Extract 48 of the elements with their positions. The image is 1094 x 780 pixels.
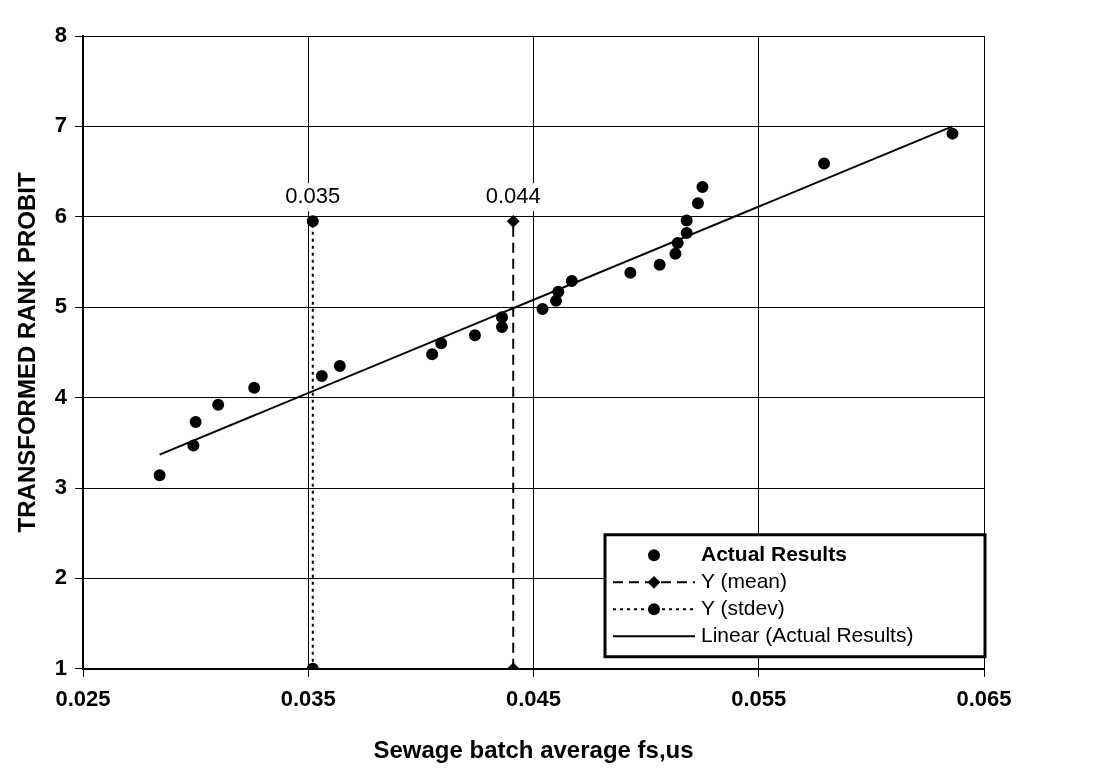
y-tick-label: 4	[54, 383, 68, 409]
point	[248, 381, 261, 394]
x-tick-label: 0.035	[280, 686, 336, 712]
point	[189, 416, 202, 429]
legend-label: Y (stdev)	[701, 596, 785, 620]
x-tick-label: 0.065	[956, 686, 1012, 712]
point	[187, 439, 200, 452]
point	[669, 247, 682, 260]
point	[306, 215, 319, 228]
point	[680, 214, 693, 227]
y-tick-label: 1	[54, 654, 68, 680]
y-tick-label: 7	[54, 112, 68, 138]
point	[495, 321, 508, 334]
point	[315, 369, 328, 382]
point	[696, 180, 709, 193]
point	[426, 348, 439, 361]
point	[153, 469, 166, 482]
point	[333, 359, 346, 372]
x-axis-title: Sewage batch average fs,us	[373, 736, 694, 764]
x-tick-label: 0.025	[55, 686, 111, 712]
point	[680, 227, 693, 240]
y-tick-label: 6	[54, 202, 68, 228]
point	[671, 237, 684, 250]
point	[507, 215, 520, 228]
y-tick-label: 8	[54, 22, 68, 48]
x-tick-label: 0.055	[731, 686, 787, 712]
annotation: 0.044	[485, 183, 541, 209]
point	[946, 127, 959, 140]
y-axis-title: TRANSFORMED RANK PROBIT	[13, 172, 41, 533]
legend-label: Linear (Actual Results)	[701, 623, 914, 647]
point	[435, 337, 448, 350]
annotation: 0.035	[285, 183, 341, 209]
x-tick-label: 0.045	[505, 686, 562, 712]
point	[468, 329, 481, 342]
point	[550, 294, 563, 307]
point	[565, 274, 578, 287]
point	[536, 303, 549, 316]
point	[624, 266, 637, 279]
point	[818, 157, 831, 170]
point	[691, 197, 704, 210]
point	[653, 258, 666, 271]
legend-label: Y (mean)	[701, 569, 787, 593]
point	[212, 398, 225, 411]
y-tick-label: 2	[54, 564, 68, 590]
y-tick-label: 5	[54, 293, 68, 319]
y-tick-label: 3	[54, 474, 68, 500]
point	[552, 285, 565, 298]
legend-label: Actual Results	[701, 542, 847, 566]
